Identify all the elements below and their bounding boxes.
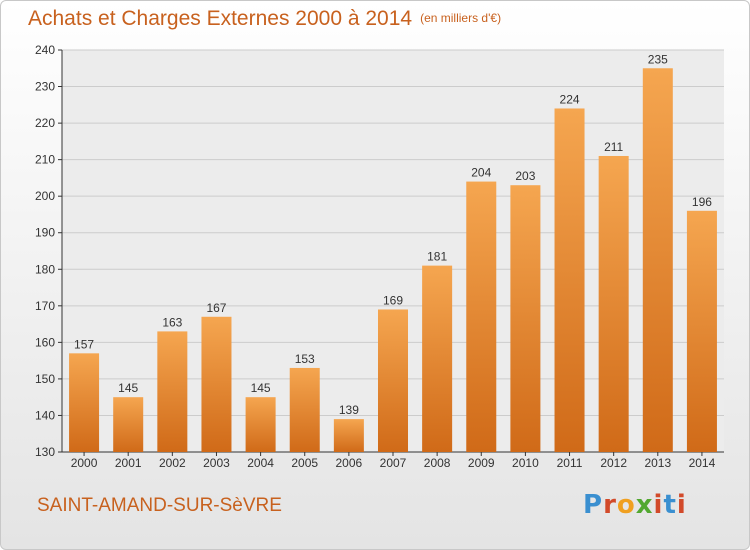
bar-value-label: 153	[295, 352, 315, 366]
y-tick-label: 140	[35, 408, 55, 422]
bar	[157, 331, 188, 452]
bar-value-label: 163	[162, 315, 182, 329]
y-tick-label: 160	[35, 335, 55, 349]
bar	[113, 397, 144, 452]
bar-value-label: 235	[648, 52, 668, 66]
x-tick-label: 2012	[600, 456, 627, 470]
x-tick-label: 2006	[336, 456, 363, 470]
x-tick-label: 2000	[71, 456, 98, 470]
bar-value-label: 196	[692, 195, 712, 209]
x-tick-label: 2003	[203, 456, 230, 470]
bar	[642, 68, 673, 452]
bar	[510, 185, 541, 452]
y-tick-label: 170	[35, 299, 55, 313]
x-tick-label: 2011	[557, 456, 583, 470]
bar	[289, 367, 320, 452]
bar-value-label: 169	[383, 293, 403, 307]
x-tick-label: 2009	[468, 456, 495, 470]
logo-letter: P	[583, 490, 604, 520]
bar-value-label: 157	[74, 337, 94, 351]
logo-letter: i	[653, 490, 664, 520]
logo-letter: o	[616, 490, 636, 520]
x-tick-label: 2002	[159, 456, 186, 470]
bar-value-label: 181	[427, 250, 447, 264]
x-tick-label: 2004	[247, 456, 274, 470]
chart-title: Achats et Charges Externes 2000 à 2014 (e…	[28, 7, 501, 31]
y-tick-label: 150	[35, 372, 55, 386]
bar	[245, 397, 276, 452]
bar	[201, 316, 232, 452]
y-tick-label: 130	[35, 445, 55, 459]
bar	[377, 309, 409, 452]
logo-letter: i	[676, 490, 687, 520]
bar	[466, 181, 497, 452]
location-label: SAINT-AMAND-SUR-SèVRE	[37, 495, 282, 516]
bar-value-label: 145	[118, 381, 138, 395]
chart-title-text: Achats et Charges Externes 2000 à 2014	[28, 7, 413, 30]
y-tick-label: 210	[35, 153, 55, 167]
y-tick-label: 190	[35, 226, 55, 240]
bar-value-label: 203	[515, 169, 535, 183]
x-tick-label: 2001	[115, 456, 142, 470]
y-tick-label: 230	[35, 80, 55, 94]
x-tick-label: 2007	[380, 456, 407, 470]
y-tick-label: 200	[35, 189, 55, 203]
y-tick-label: 240	[35, 43, 55, 57]
chart-subtitle: (en milliers d'€)	[420, 11, 502, 25]
bar-value-label: 139	[339, 403, 359, 417]
y-tick-label: 180	[35, 262, 55, 276]
bar-value-label: 224	[560, 92, 580, 106]
bar-value-label: 167	[206, 301, 226, 315]
bar	[69, 353, 100, 452]
logo-letter: r	[603, 490, 617, 520]
x-tick-label: 2010	[512, 456, 539, 470]
x-tick-label: 2013	[644, 456, 671, 470]
bar	[333, 419, 364, 452]
bar	[598, 155, 629, 452]
y-tick-label: 220	[35, 116, 55, 130]
bar	[422, 265, 453, 452]
logo-letter: x	[635, 490, 654, 520]
bar-value-label: 211	[604, 140, 623, 154]
bar-value-label: 204	[471, 166, 491, 180]
logo-letter: t	[663, 490, 677, 520]
bar	[686, 210, 717, 452]
bar	[554, 108, 585, 453]
bar-value-label: 145	[251, 381, 271, 395]
x-tick-label: 2008	[424, 456, 451, 470]
proxiti-logo: Proxiti	[583, 490, 687, 520]
x-tick-label: 2014	[689, 456, 716, 470]
x-tick-label: 2005	[291, 456, 318, 470]
